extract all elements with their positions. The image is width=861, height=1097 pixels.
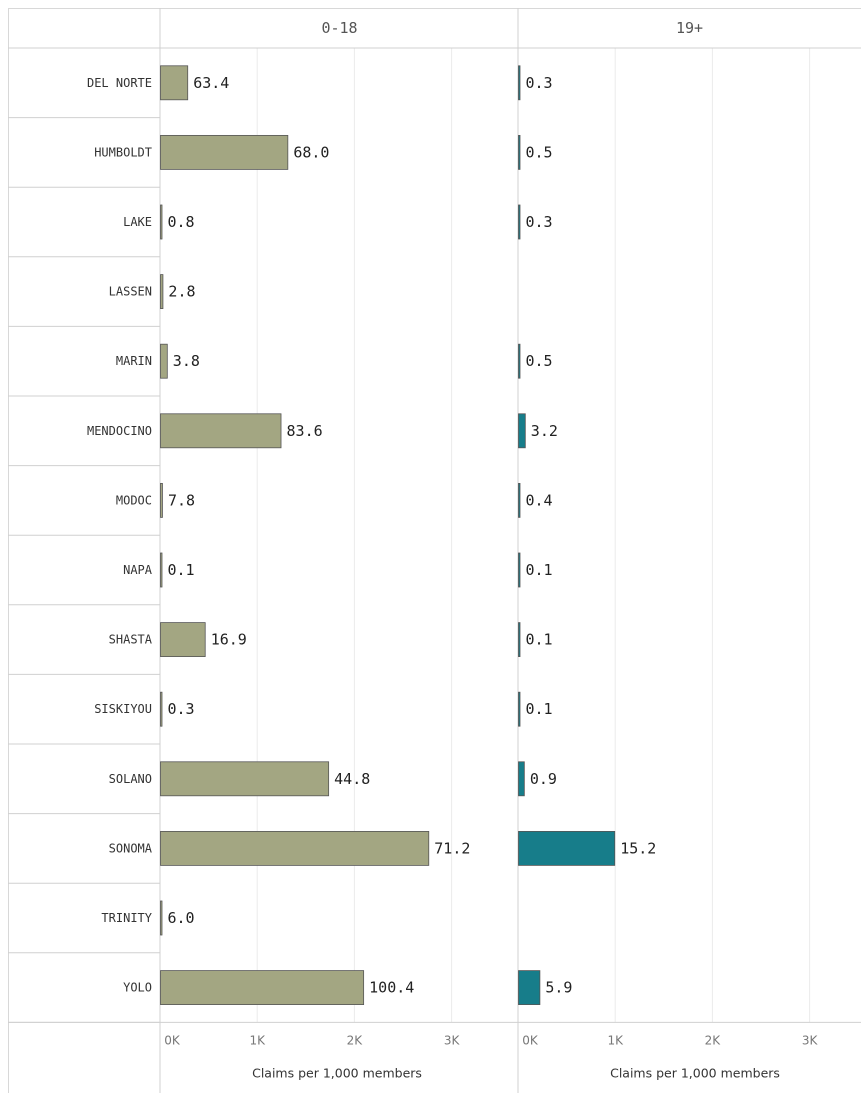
data-label: 0.3: [526, 213, 553, 231]
data-label: 0.1: [168, 561, 195, 579]
data-label: 44.8: [334, 770, 370, 788]
data-label: 3.8: [173, 352, 200, 370]
category-label: MODOC: [116, 493, 152, 507]
bar: [519, 971, 540, 1005]
bar: [519, 623, 521, 657]
data-label: 0.1: [526, 561, 553, 579]
data-label: 68.0: [293, 143, 329, 161]
category-label: MARIN: [116, 354, 152, 368]
bar: [519, 205, 521, 239]
category-label: SHASTA: [109, 633, 153, 647]
bar: [161, 692, 163, 726]
bar: [519, 553, 521, 587]
bar: [519, 66, 521, 100]
bar: [161, 414, 282, 448]
bar: [161, 901, 163, 935]
data-label: 5.9: [545, 979, 572, 997]
data-label: 71.2: [434, 839, 470, 857]
category-label: YOLO: [123, 981, 152, 995]
bar: [519, 483, 521, 517]
bar: [161, 762, 329, 796]
panel-title: 0-18: [321, 19, 357, 37]
data-label: 0.5: [526, 352, 553, 370]
data-label: 0.3: [526, 74, 553, 92]
data-label: 0.8: [168, 213, 195, 231]
data-label: 7.8: [168, 491, 195, 509]
bar: [519, 344, 521, 378]
category-label: LASSEN: [109, 285, 152, 299]
category-label: HUMBOLDT: [94, 145, 152, 159]
category-label: SONOMA: [109, 841, 153, 855]
data-label: 100.4: [369, 979, 414, 997]
bar: [161, 205, 163, 239]
bar: [161, 135, 288, 169]
panel-title: 19+: [676, 19, 703, 37]
tick-label: 2K: [347, 1033, 364, 1047]
bar: [519, 135, 521, 169]
tick-label: 3K: [444, 1033, 461, 1047]
data-label: 0.1: [526, 631, 553, 649]
tick-label: 0K: [164, 1033, 181, 1047]
chart-frame: [9, 9, 861, 1094]
data-label: 16.9: [211, 631, 247, 649]
x-axis-title: Claims per 1,000 members: [610, 1065, 780, 1080]
tick-label: 1K: [249, 1033, 266, 1047]
data-label: 83.6: [287, 422, 323, 440]
bar: [161, 831, 429, 865]
bar: [161, 623, 206, 657]
data-label: 3.2: [531, 422, 558, 440]
bar: [161, 66, 188, 100]
data-label: 0.5: [526, 143, 553, 161]
bar: [519, 414, 526, 448]
category-label: LAKE: [123, 215, 152, 229]
tick-label: 0K: [522, 1033, 539, 1047]
data-label: 63.4: [193, 74, 229, 92]
bar: [161, 275, 163, 309]
data-label: 6.0: [168, 909, 195, 927]
category-label: DEL NORTE: [87, 76, 152, 90]
category-label: SISKIYOU: [94, 702, 152, 716]
bar: [161, 553, 163, 587]
bar: [161, 971, 364, 1005]
data-label: 15.2: [620, 839, 656, 857]
data-label: 0.3: [168, 700, 195, 718]
bar: [161, 344, 168, 378]
x-axis-title: Claims per 1,000 members: [252, 1065, 422, 1080]
data-label: 0.4: [526, 491, 553, 509]
tick-label: 3K: [802, 1033, 819, 1047]
data-label: 0.1: [526, 700, 553, 718]
category-label: MENDOCINO: [87, 424, 152, 438]
bar: [519, 692, 521, 726]
bar: [519, 762, 525, 796]
bar: [161, 483, 163, 517]
category-label: TRINITY: [101, 911, 152, 925]
bar: [519, 831, 615, 865]
data-label: 2.8: [168, 283, 195, 301]
category-label: SOLANO: [109, 772, 152, 786]
data-label: 0.9: [530, 770, 557, 788]
category-label: NAPA: [123, 563, 153, 577]
tick-label: 1K: [607, 1033, 624, 1047]
tick-label: 2K: [705, 1033, 722, 1047]
